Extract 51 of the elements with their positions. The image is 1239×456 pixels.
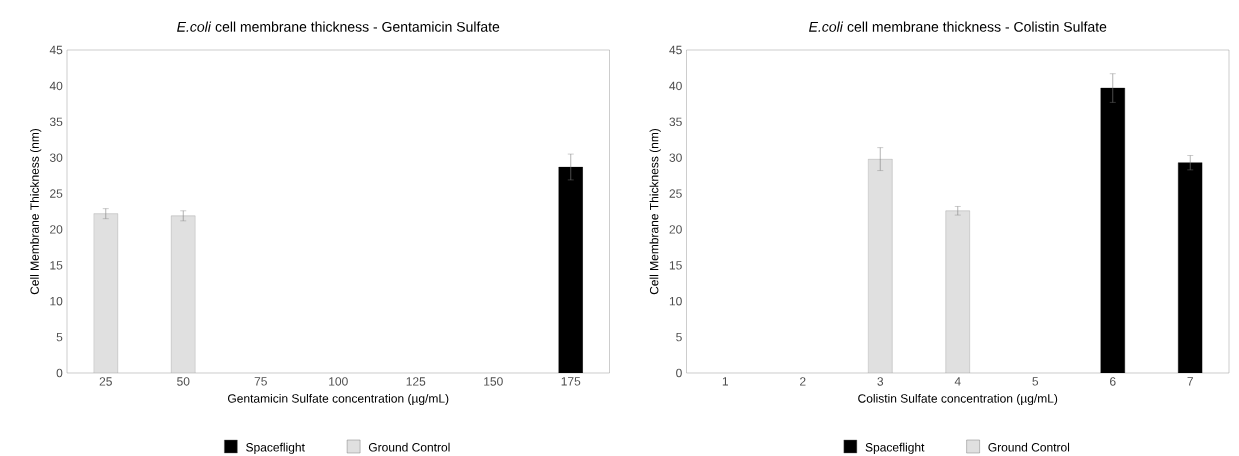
bar: [868, 158, 893, 373]
x-tick-label: 2: [800, 377, 806, 386]
y-tick-label: 45: [49, 45, 63, 55]
x-tick-label: 1: [722, 377, 729, 386]
x-tick-label: 5: [1032, 377, 1039, 386]
y-tick-label: 30: [49, 153, 63, 162]
y-tick-label: 0: [56, 368, 63, 378]
y-tick-label: 35: [49, 117, 63, 127]
bar: [93, 213, 118, 373]
legend-label: Spaceflight: [865, 442, 925, 454]
bar: [558, 166, 583, 373]
x-tick-label: 100: [329, 377, 348, 386]
legend-label: Spaceflight: [246, 442, 305, 454]
y-tick-label: 5: [56, 332, 63, 342]
x-tick-label: 125: [406, 377, 426, 386]
y-tick-label: 25: [50, 189, 63, 198]
x-tick-label: 75: [254, 377, 267, 386]
y-axis-title: Cell Membrane Thickness (nm): [649, 128, 661, 295]
y-tick-label: 10: [669, 296, 682, 306]
y-tick-label: 5: [676, 332, 682, 342]
x-tick-label: 6: [1110, 377, 1116, 386]
bar: [1178, 162, 1203, 373]
x-tick-label: 175: [561, 377, 581, 386]
x-tick-label: 50: [177, 377, 190, 386]
y-tick-label: 40: [669, 81, 682, 91]
x-axis-title: Gentamicin Sulfate concentration (µg/mL): [228, 393, 449, 406]
y-tick-label: 15: [50, 261, 63, 270]
bar: [1100, 87, 1125, 373]
legend-label: Ground Control: [988, 442, 1070, 452]
y-tick-label: 10: [50, 296, 63, 306]
x-axis-title: Colistin Sulfate concentration (µg/mL): [858, 393, 1058, 406]
y-tick-label: 0: [676, 368, 682, 378]
x-tick-label: 4: [954, 377, 961, 386]
bar: [171, 215, 196, 373]
y-tick-label: 20: [50, 225, 63, 234]
x-tick-label: 3: [877, 377, 884, 386]
x-tick-label: 150: [484, 377, 503, 386]
legend-label: Ground Control: [368, 442, 450, 452]
y-tick-label: 35: [669, 117, 682, 127]
y-tick-label: 20: [669, 225, 682, 234]
y-tick-label: 15: [669, 261, 682, 270]
y-tick-label: 40: [49, 81, 63, 91]
y-axis-title: Cell Membrane Thickness (nm): [30, 128, 42, 295]
y-tick-label: 45: [669, 45, 682, 55]
x-tick-label: 7: [1187, 377, 1193, 386]
bar: [945, 210, 970, 373]
x-tick-label: 25: [99, 377, 112, 386]
y-tick-label: 25: [669, 189, 682, 198]
y-tick-label: 30: [669, 153, 682, 162]
chart-title: E.coli cell membrane thickness - Gentamicin Sulfate: [177, 21, 500, 32]
chart-title: E.coli cell membrane thickness - Colistin Sulfate: [809, 21, 1107, 32]
